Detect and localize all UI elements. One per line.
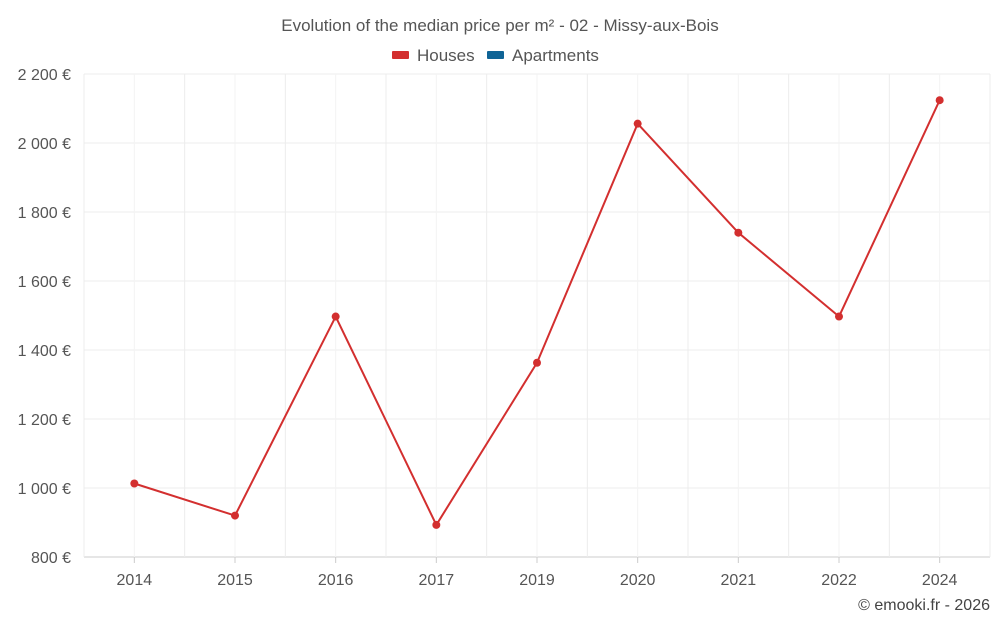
y-tick-label: 2 200 €: [18, 67, 71, 84]
y-tick-label: 1 800 €: [18, 205, 71, 222]
x-tick-label: 2015: [217, 572, 253, 589]
data-point[interactable]: [331, 312, 340, 321]
data-point[interactable]: [533, 358, 541, 367]
data-point[interactable]: [935, 96, 944, 105]
data-point[interactable]: [734, 228, 743, 237]
legend-label-apartments: Apartments: [512, 46, 599, 65]
data-point[interactable]: [130, 479, 139, 488]
data-point[interactable]: [231, 511, 239, 520]
legend-item-houses[interactable]: Houses: [392, 46, 475, 65]
data-point[interactable]: [835, 312, 843, 321]
y-tick-label: 1 600 €: [18, 274, 71, 291]
y-axis-ticks: 800 € 1 000 € 1 200 € 1 400 € 1 600 € 1 800 €…: [18, 67, 71, 567]
x-tick-label: 2016: [318, 572, 354, 589]
x-tick-label: 2020: [620, 572, 656, 589]
x-tick-label: 2017: [419, 572, 455, 589]
data-point[interactable]: [432, 520, 441, 529]
legend-swatch-houses: [392, 51, 409, 59]
y-tick-label: 1 400 €: [18, 343, 71, 360]
x-tick-label: 2024: [922, 572, 958, 589]
y-tick-label: 800 €: [31, 550, 71, 567]
legend-label-houses: Houses: [417, 46, 475, 65]
legend: Houses Apartments: [392, 46, 599, 65]
credit-text: © emooki.fr - 2026: [858, 597, 990, 614]
x-tick-label: 2014: [117, 572, 153, 589]
legend-item-apartments[interactable]: Apartments: [487, 46, 599, 65]
y-tick-label: 1 000 €: [18, 481, 71, 498]
y-tick-label: 1 200 €: [18, 412, 71, 429]
legend-swatch-apartments: [487, 51, 504, 59]
x-tick-label: 2019: [519, 572, 555, 589]
series-houses: [130, 96, 944, 529]
x-axis-ticks: 2014 2015 2016 2017 2019 2020 2021 2022 2024: [117, 557, 958, 589]
chart-title: Evolution of the median price per m² - 0…: [281, 16, 718, 35]
y-tick-label: 2 000 €: [18, 136, 71, 153]
x-tick-label: 2021: [721, 572, 757, 589]
x-tick-label: 2022: [821, 572, 857, 589]
data-point[interactable]: [633, 119, 642, 128]
grid: [83, 73, 991, 558]
